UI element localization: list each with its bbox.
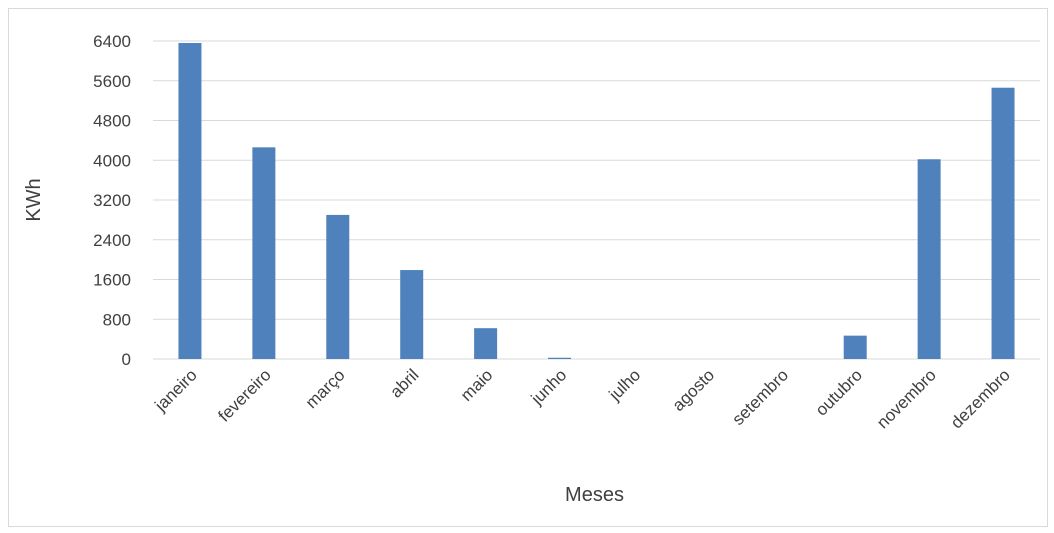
y-axis-title: KWh: [23, 178, 45, 221]
x-tick-label: maio: [457, 365, 496, 404]
bar-junho: [548, 357, 572, 359]
x-tick-label: outubro: [812, 365, 866, 419]
y-tick-label: 0: [122, 350, 131, 369]
bar-abril: [400, 270, 424, 359]
y-tick-label: 800: [103, 310, 131, 329]
x-tick-label: janeiro: [151, 365, 201, 415]
y-axis-ticks: 0 800 1600 2400 3200 4000 4800 5600 6400: [93, 32, 131, 369]
x-tick-label: abril: [386, 365, 422, 401]
y-tick-label: 2400: [93, 231, 131, 250]
x-tick-label: julho: [605, 365, 645, 405]
bar-março: [326, 214, 350, 359]
x-axis-ticks: janeiro fevereiro março abril maio junho julho…: [151, 365, 1014, 432]
bar-outubro: [843, 335, 867, 359]
y-tick-label: 1600: [93, 271, 131, 290]
bar-maio: [474, 328, 498, 359]
y-tick-label: 4000: [93, 151, 131, 170]
bars: [178, 42, 1015, 360]
x-tick-label: junho: [527, 365, 571, 409]
bar-fevereiro: [252, 147, 276, 359]
bar-dezembro: [991, 87, 1015, 360]
bar-novembro: [917, 159, 941, 359]
x-tick-label: agosto: [669, 365, 719, 415]
x-tick-label: setembro: [729, 365, 793, 429]
y-tick-label: 3200: [93, 191, 131, 210]
x-axis-title: Meses: [565, 484, 624, 506]
y-tick-label: 4800: [93, 112, 131, 131]
x-tick-label: fevereiro: [214, 365, 274, 425]
x-tick-label: novembro: [873, 365, 940, 432]
x-tick-label: março: [302, 365, 349, 412]
x-tick-label: dezembro: [947, 365, 1014, 432]
y-tick-label: 6400: [93, 32, 131, 51]
gridlines: [153, 40, 1040, 360]
bar-janeiro: [178, 42, 202, 360]
y-tick-label: 5600: [93, 72, 131, 91]
